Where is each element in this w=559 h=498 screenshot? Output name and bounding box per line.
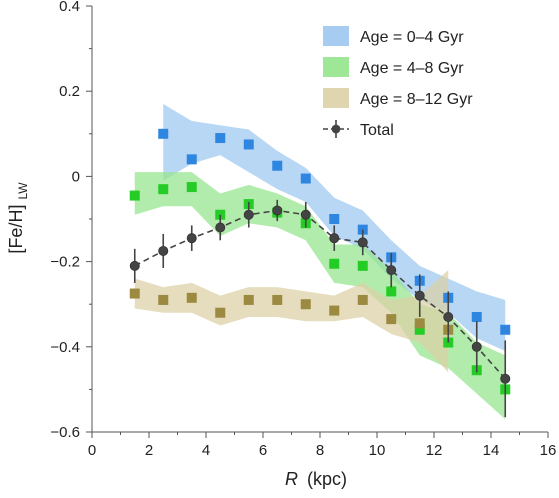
x-tick-label: 14	[483, 442, 500, 459]
marker-age-0-4-gyr	[272, 160, 283, 171]
x-tick-label: 10	[369, 442, 386, 459]
x-axis-label: R (kpc)	[285, 469, 347, 489]
total-point	[386, 265, 397, 276]
total-point	[243, 209, 254, 220]
total-point	[186, 233, 197, 244]
total-point	[414, 290, 425, 301]
legend-label-age-8-12-gyr: Age = 8–12 Gyr	[360, 91, 473, 108]
x-axis-label-unit: (kpc)	[307, 469, 347, 489]
total-point	[443, 311, 454, 322]
x-tick-label: 16	[540, 442, 557, 459]
y-tick-label: −0.4	[50, 339, 80, 356]
marker-age-4-8-gyr	[386, 286, 397, 297]
y-tick-label: 0.2	[59, 83, 80, 100]
x-tick-label: 4	[202, 442, 210, 459]
y-tick-label: −0.2	[50, 254, 80, 271]
total-point	[158, 245, 169, 256]
marker-age-8-12-gyr	[215, 307, 226, 318]
total-line	[134, 209, 506, 380]
band-age-8-12-gyr	[134, 270, 449, 373]
marker-age-4-8-gyr	[357, 260, 368, 271]
marker-age-0-4-gyr	[500, 324, 511, 335]
legend-label-age-0-4-gyr: Age = 0–4 Gyr	[360, 29, 464, 46]
x-tick-label: 2	[145, 442, 153, 459]
marker-age-4-8-gyr	[129, 190, 140, 201]
marker-age-8-12-gyr	[300, 299, 311, 310]
marker-age-0-4-gyr	[186, 154, 197, 165]
marker-age-8-12-gyr	[129, 288, 140, 299]
marker-age-8-12-gyr	[414, 318, 425, 329]
y-axis-label-sub: LW	[16, 182, 30, 200]
marker-age-4-8-gyr	[158, 184, 169, 195]
total-point	[500, 373, 511, 384]
y-tick-label: 0	[72, 168, 80, 185]
marker-age-0-4-gyr	[215, 133, 226, 144]
legend-label-age-4-8-gyr: Age = 4–8 Gyr	[360, 60, 464, 77]
marker-age-0-4-gyr	[300, 173, 311, 184]
total-point	[329, 233, 340, 244]
x-tick-label: 8	[316, 442, 324, 459]
marker-age-4-8-gyr	[414, 324, 425, 335]
legend-swatch-total-point	[331, 124, 341, 134]
marker-age-8-12-gyr	[158, 294, 169, 305]
x-tick-label: 0	[88, 442, 96, 459]
y-tick-label: 0.4	[59, 0, 80, 15]
marker-age-0-4-gyr	[243, 139, 254, 150]
legend-swatch-age-8-12-gyr	[323, 88, 349, 108]
y-tick-label: −0.6	[50, 424, 80, 441]
marks-layer	[129, 128, 511, 418]
legend-label-total: Total	[360, 122, 394, 139]
total-point	[357, 237, 368, 248]
marker-age-8-12-gyr	[329, 305, 340, 316]
legend: Age = 0–4 Gyr Age = 4–8 Gyr Age = 8–12 Gyr…	[323, 26, 473, 139]
legend-swatch-age-4-8-gyr	[323, 57, 349, 77]
marker-age-4-8-gyr	[186, 182, 197, 193]
marker-age-8-12-gyr	[357, 294, 368, 305]
x-axis-label-symbol: R	[285, 469, 298, 489]
x-tick-label: 6	[259, 442, 267, 459]
legend-swatch-age-0-4-gyr	[323, 26, 349, 46]
marker-age-8-12-gyr	[186, 292, 197, 303]
marker-age-8-12-gyr	[243, 294, 254, 305]
ticks-layer: 0 2 4 6 8 10 12 14 16 −0.6 −0.4 −0.2 0 0.2 0.4	[50, 0, 556, 459]
total-point	[300, 209, 311, 220]
total-point	[215, 222, 226, 233]
marker-age-8-12-gyr	[386, 314, 397, 325]
total-point	[129, 260, 140, 271]
total-point	[471, 341, 482, 352]
marker-age-0-4-gyr	[471, 311, 482, 322]
band-age-4-8-gyr	[134, 172, 506, 420]
bands-layer	[134, 103, 506, 420]
marker-age-4-8-gyr	[329, 258, 340, 269]
marker-age-8-12-gyr	[272, 294, 283, 305]
marker-age-0-4-gyr	[329, 214, 340, 224]
marker-age-0-4-gyr	[158, 128, 169, 139]
y-axis-label-main: [Fe/H]	[6, 205, 26, 254]
x-tick-label: 12	[426, 442, 443, 459]
total-point	[272, 205, 283, 216]
y-axis-label: [Fe/H] LW	[6, 182, 30, 254]
